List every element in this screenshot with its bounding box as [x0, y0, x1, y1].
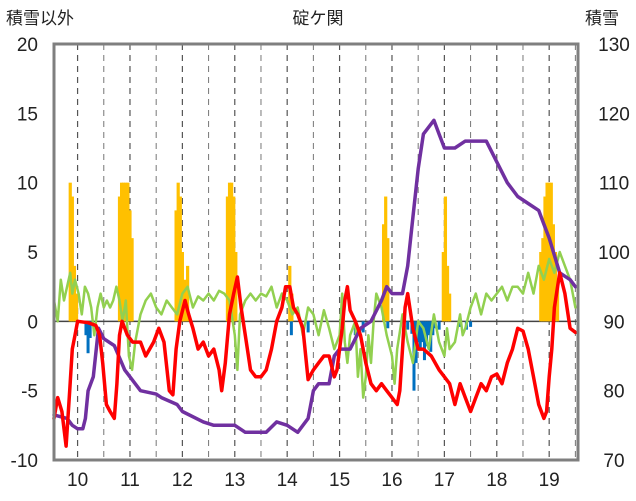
bar-positive-0: [68, 182, 72, 322]
bar-negative-4: [306, 321, 310, 333]
bar-positive-6: [122, 182, 126, 322]
bar-positive-9: [128, 210, 132, 322]
bar-positive-27: [441, 252, 445, 322]
bar-negative-18: [427, 321, 431, 336]
bar-positive-17: [225, 196, 230, 322]
bar-positive-26: [386, 238, 390, 322]
right-tick-label-3: 100: [598, 243, 630, 264]
x-tick-label-2: 12: [172, 470, 193, 491]
bar-negative-16: [422, 321, 426, 361]
x-tick-label-1: 11: [120, 470, 140, 491]
left-tick-label-6: -10: [11, 451, 38, 472]
bar-positive-12: [176, 182, 180, 322]
bar-negative-8: [386, 321, 390, 329]
x-tick-label-7: 17: [434, 470, 455, 491]
bar-positive-30: [448, 293, 452, 322]
series-line-2: [52, 250, 577, 399]
left-tick-label-5: -5: [21, 382, 38, 403]
bar-positive-19: [230, 182, 234, 322]
series-lines: [52, 118, 578, 448]
bar-positive-1: [70, 196, 74, 322]
bar-negative-2: [88, 321, 92, 338]
right-tick-label-6: 70: [603, 451, 624, 472]
bar-positive-10: [130, 238, 134, 322]
bar-negative-22: [437, 321, 441, 330]
left-axis-label: 積雪以外: [6, 9, 74, 29]
bar-positive-25: [384, 196, 388, 322]
bar-negative-25: [469, 321, 473, 327]
chart-title: 碇ケ関: [293, 9, 344, 29]
bar-positive-28: [443, 196, 448, 322]
bar-positive-16: [186, 265, 190, 322]
bar-positive-13: [178, 196, 182, 322]
bar-positive-14: [180, 252, 184, 322]
right-tick-label-2: 110: [599, 174, 629, 195]
bar-positive-31: [539, 252, 543, 322]
x-tick-label-8: 18: [486, 470, 507, 491]
left-tick-label-0: 20: [17, 35, 38, 56]
bar-positive-24: [381, 224, 386, 322]
bar-positive-18: [227, 182, 232, 322]
bar-positive-36: [549, 182, 553, 322]
bar-positive-38: [553, 252, 558, 322]
x-tick-label-9: 19: [539, 470, 560, 491]
x-tick-label-3: 13: [224, 470, 245, 491]
right-tick-label-4: 90: [603, 312, 624, 333]
bar-positive-8: [126, 182, 130, 322]
bar-positive-2: [72, 265, 77, 322]
left-tick-label-2: 10: [17, 174, 38, 195]
x-tick-label-5: 15: [329, 470, 350, 491]
left-axis-ticks: 20 15 10 5 0 -5 -10: [11, 35, 38, 472]
bar-negative-14: [418, 321, 422, 350]
bar-positive-35: [547, 182, 551, 322]
bar-positive-11: [174, 210, 178, 322]
left-tick-label-3: 5: [27, 243, 38, 264]
right-tick-label-5: 80: [603, 382, 624, 403]
bar-positive-33: [543, 196, 547, 322]
series-line-1: [52, 118, 578, 435]
bar-negative-3: [289, 321, 293, 336]
bar-negative-9: [406, 321, 410, 330]
bar-positive-39: [555, 279, 560, 322]
bar-negative-13: [416, 321, 420, 343]
bar-positive-29: [445, 265, 450, 322]
right-axis-ticks: 130 120 110 100 90 80 70: [598, 35, 630, 472]
x-tick-label-4: 14: [277, 470, 299, 491]
series-line-0: [52, 271, 578, 448]
bar-negative-15: [420, 321, 424, 343]
bar-positive-5: [119, 182, 124, 322]
bar-negative-0: [84, 321, 88, 336]
bar-positive-4: [117, 196, 122, 322]
x-tick-label-0: 10: [67, 470, 88, 491]
bar-positive-34: [545, 182, 549, 322]
right-tick-label-0: 130: [598, 35, 630, 56]
bar-negative-1: [86, 321, 90, 354]
left-tick-label-1: 15: [17, 104, 38, 125]
x-tick-label-6: 16: [381, 470, 402, 491]
right-tick-label-1: 120: [598, 104, 630, 125]
bar-positive-20: [232, 196, 236, 322]
bar-positive-7: [124, 182, 128, 322]
right-axis-label: 積雪: [585, 9, 619, 29]
plot-frame: [52, 42, 580, 462]
left-tick-label-4: 0: [27, 312, 38, 333]
x-axis-ticks: 10 11 12 13 14 15 16 17 18 19: [67, 470, 560, 491]
bar-positive-3: [74, 293, 79, 322]
bar-negative-17: [425, 321, 429, 347]
